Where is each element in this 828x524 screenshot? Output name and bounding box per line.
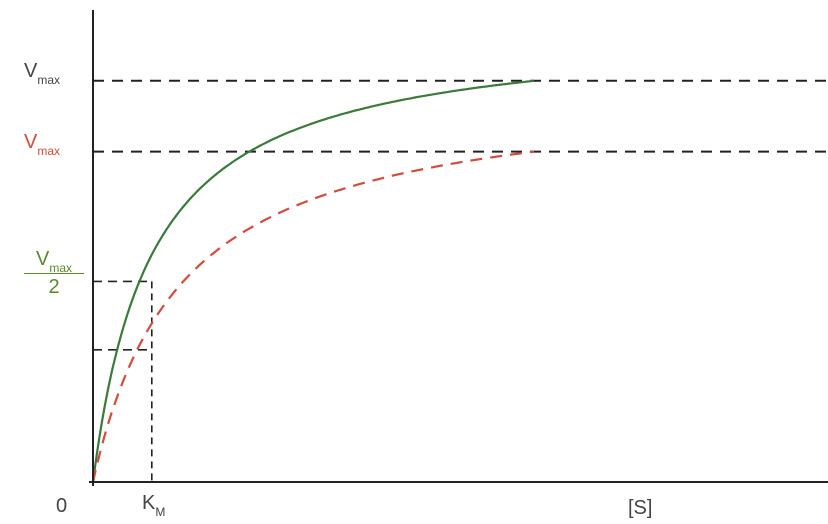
km-label: KM	[142, 492, 166, 519]
substrate-axis-label: [S]	[628, 497, 653, 519]
origin-label: 0	[56, 495, 68, 517]
vmax-inhibited-label: Vmax	[24, 130, 61, 158]
half-vmax-label: Vmax 2	[24, 249, 84, 298]
half-vmax-denominator: 2	[48, 276, 60, 299]
vmax-label: Vmax	[24, 59, 61, 87]
axes	[89, 10, 828, 486]
curves	[91, 79, 535, 483]
inhibited-curve	[91, 150, 535, 483]
guide-lines	[93, 79, 828, 482]
normal-curve	[91, 79, 535, 483]
